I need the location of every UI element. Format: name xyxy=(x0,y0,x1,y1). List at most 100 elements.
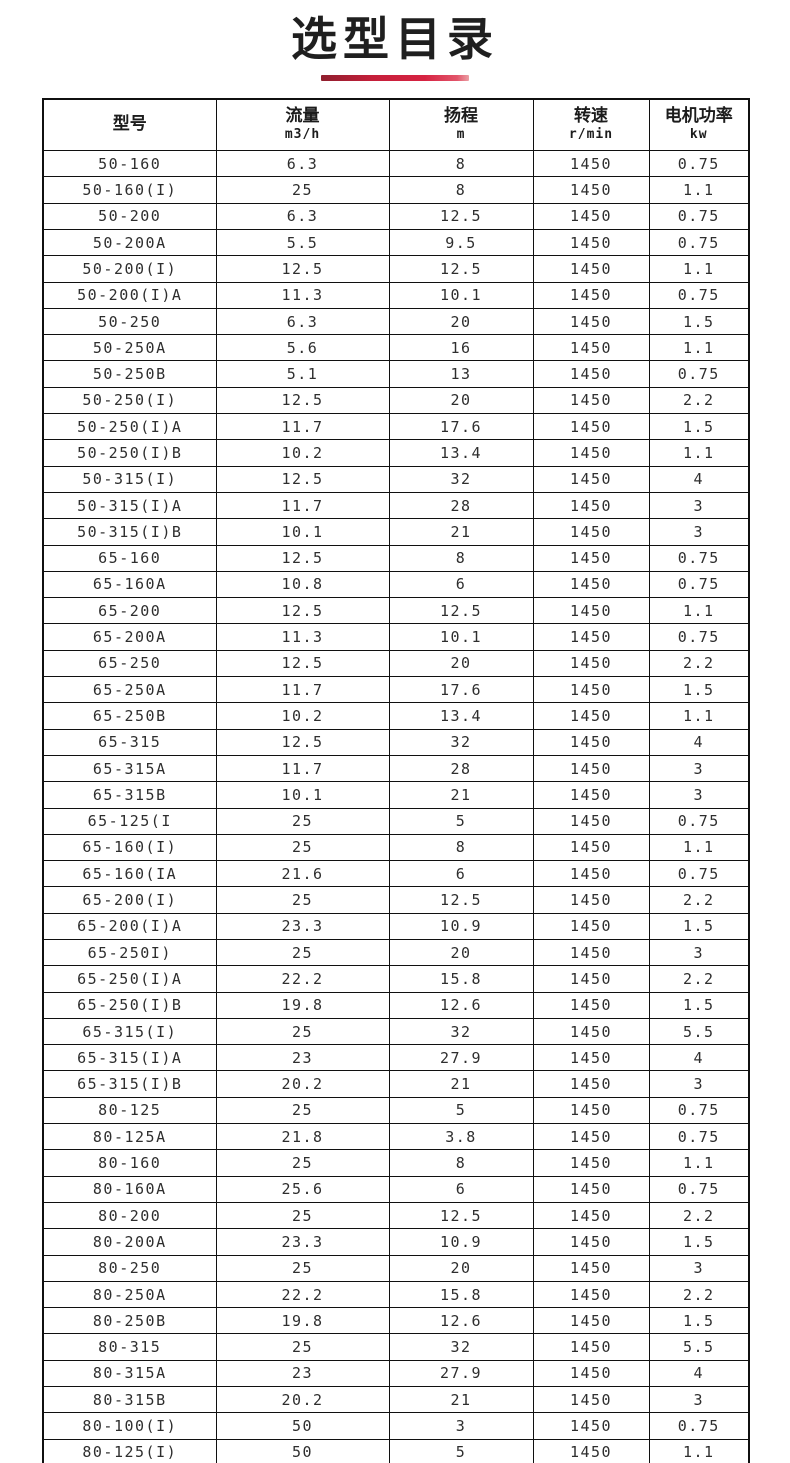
power-cell: 0.75 xyxy=(648,202,750,230)
power-cell: 4 xyxy=(648,1044,750,1072)
model-cell: 65-315 xyxy=(42,728,217,756)
flow-cell: 23.3 xyxy=(215,1228,390,1256)
speed-cell: 1450 xyxy=(532,1175,650,1203)
speed-cell: 1450 xyxy=(532,570,650,599)
head-cell: 20 xyxy=(388,1254,534,1282)
head-cell: 5 xyxy=(388,807,534,835)
speed-cell: 1450 xyxy=(532,938,650,967)
table-row: 65-315(I)B 20.2 21 1450 3 xyxy=(42,1070,750,1098)
head-cell: 8 xyxy=(388,833,534,862)
power-cell: 1.1 xyxy=(648,255,750,283)
power-cell: 1.5 xyxy=(648,1228,750,1256)
power-cell: 4 xyxy=(648,1359,750,1388)
flow-cell: 12.5 xyxy=(215,649,390,678)
head-cell: 8 xyxy=(388,544,534,572)
power-cell: 1.1 xyxy=(648,176,750,204)
power-cell: 3 xyxy=(648,491,750,520)
flow-cell: 6.3 xyxy=(215,202,390,230)
table-row: 50-200A 5.5 9.5 1450 0.75 xyxy=(42,228,750,257)
head-cell: 13.4 xyxy=(388,439,534,467)
speed-cell: 1450 xyxy=(532,912,650,941)
flow-cell: 19.8 xyxy=(215,1307,390,1335)
model-cell: 65-160(IA xyxy=(42,860,217,888)
model-cell: 50-250A xyxy=(42,334,217,362)
table-row: 65-200 12.5 12.5 1450 1.1 xyxy=(42,597,750,625)
head-cell: 8 xyxy=(388,1149,534,1177)
table-row: 80-250 25 20 1450 3 xyxy=(42,1254,750,1282)
flow-cell: 22.2 xyxy=(215,1280,390,1309)
power-cell: 1.1 xyxy=(648,1149,750,1177)
head-cell: 5 xyxy=(388,1438,534,1463)
table-row: 80-160A 25.6 6 1450 0.75 xyxy=(42,1175,750,1203)
flow-cell: 25 xyxy=(215,1201,390,1230)
model-cell: 65-315A xyxy=(42,754,217,783)
head-cell: 12.5 xyxy=(388,255,534,283)
head-cell: 10.1 xyxy=(388,623,534,651)
table-row: 50-250(I)B 10.2 13.4 1450 1.1 xyxy=(42,439,750,467)
head-cell: 8 xyxy=(388,150,534,178)
flow-cell: 11.3 xyxy=(215,623,390,651)
head-cell: 32 xyxy=(388,1333,534,1361)
flow-cell: 11.7 xyxy=(215,491,390,520)
flow-cell: 50 xyxy=(215,1412,390,1440)
head-cell: 15.8 xyxy=(388,1280,534,1309)
table-row: 65-250 12.5 20 1450 2.2 xyxy=(42,649,750,678)
power-cell: 0.75 xyxy=(648,544,750,572)
flow-cell: 11.3 xyxy=(215,281,390,309)
flow-cell: 21.8 xyxy=(215,1123,390,1151)
head-cell: 28 xyxy=(388,754,534,783)
model-cell: 65-250A xyxy=(42,676,217,704)
head-cell: 16 xyxy=(388,334,534,362)
table-row: 80-315B 20.2 21 1450 3 xyxy=(42,1386,750,1414)
head-cell: 20 xyxy=(388,386,534,415)
model-cell: 50-315(I)A xyxy=(42,491,217,520)
table-row: 50-250B 5.1 13 1450 0.75 xyxy=(42,360,750,388)
power-cell: 0.75 xyxy=(648,860,750,888)
table-row: 50-250 6.3 20 1450 1.5 xyxy=(42,307,750,336)
head-cell: 10.9 xyxy=(388,912,534,941)
model-cell: 50-200 xyxy=(42,202,217,230)
power-cell: 1.1 xyxy=(648,334,750,362)
table-row: 80-200 25 12.5 1450 2.2 xyxy=(42,1201,750,1230)
model-cell: 50-315(I) xyxy=(42,465,217,493)
speed-cell: 1450 xyxy=(532,833,650,862)
column-header-flow: 流量 m3/h xyxy=(215,98,390,152)
speed-cell: 1450 xyxy=(532,1228,650,1256)
model-cell: 80-160A xyxy=(42,1175,217,1203)
table-row: 80-160 25 8 1450 1.1 xyxy=(42,1149,750,1177)
table-row: 65-250A 11.7 17.6 1450 1.5 xyxy=(42,676,750,704)
speed-cell: 1450 xyxy=(532,649,650,678)
speed-cell: 1450 xyxy=(532,754,650,783)
power-cell: 3 xyxy=(648,938,750,967)
model-cell: 50-200A xyxy=(42,228,217,257)
model-cell: 50-200(I) xyxy=(42,255,217,283)
flow-cell: 25 xyxy=(215,1333,390,1361)
table-row: 50-250(I)A 11.7 17.6 1450 1.5 xyxy=(42,413,750,441)
flow-cell: 10.1 xyxy=(215,781,390,809)
power-cell: 4 xyxy=(648,465,750,493)
power-cell: 3 xyxy=(648,518,750,546)
speed-cell: 1450 xyxy=(532,386,650,415)
flow-cell: 12.5 xyxy=(215,465,390,493)
model-cell: 50-200(I)A xyxy=(42,281,217,309)
head-cell: 6 xyxy=(388,1175,534,1203)
speed-cell: 1450 xyxy=(532,597,650,625)
head-cell: 21 xyxy=(388,1070,534,1098)
column-label: 扬程 xyxy=(444,106,478,127)
head-cell: 21 xyxy=(388,1386,534,1414)
column-header-power: 电机功率 kw xyxy=(648,98,750,152)
head-cell: 12.6 xyxy=(388,991,534,1019)
flow-cell: 25 xyxy=(215,1254,390,1282)
model-cell: 65-250(I)A xyxy=(42,965,217,993)
table-row: 65-200A 11.3 10.1 1450 0.75 xyxy=(42,623,750,651)
flow-cell: 25 xyxy=(215,1096,390,1125)
header-row: 型号 流量 m3/h 扬程 m 转速 r/min 电机功率 kw xyxy=(42,98,750,152)
table-row: 80-125A 21.8 3.8 1450 0.75 xyxy=(42,1123,750,1151)
speed-cell: 1450 xyxy=(532,860,650,888)
model-cell: 80-315 xyxy=(42,1333,217,1361)
power-cell: 0.75 xyxy=(648,281,750,309)
model-cell: 65-315B xyxy=(42,781,217,809)
head-cell: 6 xyxy=(388,570,534,599)
power-cell: 1.1 xyxy=(648,597,750,625)
speed-cell: 1450 xyxy=(532,1123,650,1151)
